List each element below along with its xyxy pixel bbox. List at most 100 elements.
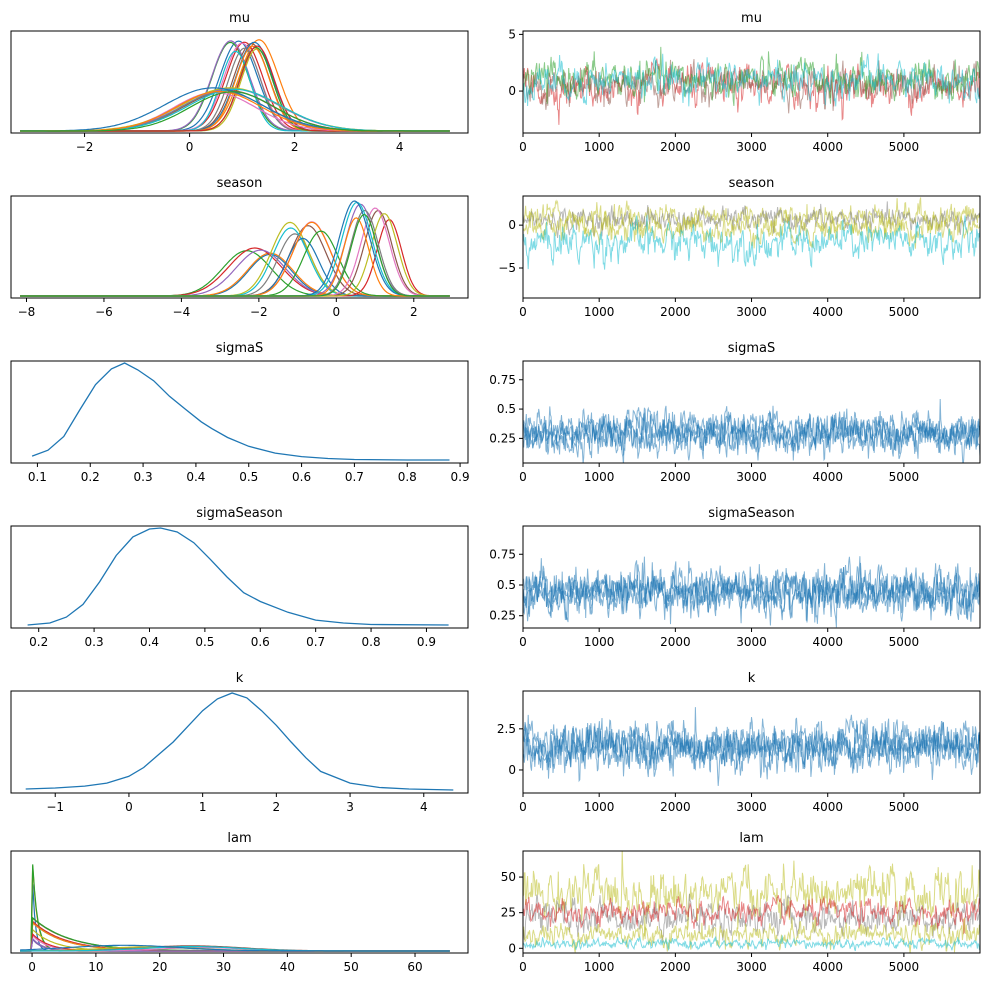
sigmaseason-density-xtick-label: 0.5: [195, 635, 214, 649]
mu-trace-xtick-label: 5000: [889, 140, 920, 154]
mu-trace-xtick-label: 4000: [812, 140, 843, 154]
mu-trace-xtick-label: 0: [519, 140, 527, 154]
sigmas-density-plot-area: [31, 362, 450, 461]
lam-density-chain-curve: [20, 884, 450, 952]
season-density-chain-curve: [20, 227, 450, 297]
mu-density-chain-curve: [20, 41, 450, 132]
sigmaseason-trace-xtick-label: 5000: [889, 635, 920, 649]
mu-trace-title: mu: [741, 11, 762, 26]
season-density-axes-frame: [10, 195, 469, 299]
k-trace-chain-trace: [523, 718, 980, 783]
k-trace-ytick-label: 0: [508, 763, 516, 777]
mu-trace-chain-trace: [523, 53, 980, 107]
lam-density-axes-frame: [10, 850, 469, 954]
lam-density-panel: lam 0 10 20 30 40 50 60: [10, 831, 469, 974]
mu-trace-xtick-label: 3000: [736, 140, 767, 154]
k-density-curve: [25, 692, 454, 791]
mu-density-xtick-label: −2: [76, 140, 94, 154]
sigmas-density-panel: sigmaS 0.1 0.2 0.3 0.4 0.5 0.6 0.7 0.8 0.9: [10, 341, 470, 484]
lam-trace-chain-trace: [523, 893, 980, 943]
sigmas-density-xtick-label: 0.5: [239, 470, 258, 484]
sigmas-density-xtick-label: 0.4: [186, 470, 205, 484]
season-trace-chain-trace: [523, 197, 980, 241]
sigmas-trace-chain-trace: [523, 407, 980, 462]
mu-density-plot-area: [20, 39, 450, 132]
sigmas-trace-xtick-label: 2000: [660, 470, 691, 484]
sigmas-trace-xtick-label: 3000: [736, 470, 767, 484]
sigmas-density-title: sigmaS: [216, 341, 264, 356]
lam-trace-xtick-label: 3000: [736, 960, 767, 974]
mu-trace-plot-area: [523, 46, 980, 125]
k-density-plot-area: [25, 692, 454, 791]
sigmas-density-xtick-label: 0.6: [292, 470, 311, 484]
sigmaseason-trace-plot-area: [523, 556, 980, 628]
lam-trace-xtick-label: 1000: [584, 960, 615, 974]
mu-density-xtick-label: 4: [396, 140, 404, 154]
season-trace-ytick-label: −5: [498, 261, 516, 275]
season-density-xtick-label: 2: [410, 305, 418, 319]
sigmas-density-xtick-label: 0.7: [345, 470, 364, 484]
season-trace-panel: season 0 1000 2000 3000 4000 5000 −5 0: [498, 176, 981, 319]
mu-density-xtick-label: 0: [186, 140, 194, 154]
sigmas-trace-xtick-label: 4000: [812, 470, 843, 484]
mu-density-chain-curve: [20, 41, 450, 132]
sigmas-density-xtick-label: 0.3: [134, 470, 153, 484]
k-trace-plot-area: [523, 707, 980, 786]
k-trace-xtick-label: 4000: [812, 800, 843, 814]
season-density-chain-curve: [20, 230, 450, 297]
sigmaseason-density-panel: sigmaSeason 0.2 0.3 0.4 0.5 0.6 0.7 0.8 0.9: [10, 506, 469, 649]
mu-density-chain-curve: [20, 40, 450, 132]
sigmaseason-density-xtick-label: 0.2: [29, 635, 48, 649]
lam-density-xtick-label: 40: [280, 960, 295, 974]
season-density-panel: season −8 −6 −4 −2 0 2: [10, 176, 469, 319]
lam-density-chain-curve: [20, 866, 450, 952]
k-density-axes-frame: [10, 690, 469, 794]
sigmas-trace-title: sigmaS: [728, 341, 776, 356]
lam-density-plot-area: [20, 864, 450, 952]
k-density-xtick-label: 3: [346, 800, 354, 814]
lam-trace-panel: lam 0 1000 2000 3000 4000 5000 0 25 50: [501, 831, 981, 974]
k-trace-xtick-label: 3000: [736, 800, 767, 814]
k-trace-ytick-label: 2.5: [497, 722, 516, 736]
lam-trace-xtick-label: 5000: [889, 960, 920, 974]
season-trace-title: season: [729, 176, 775, 191]
sigmaseason-density-xtick-label: 0.7: [306, 635, 325, 649]
lam-trace-chain-trace: [523, 895, 980, 935]
mu-trace-xtick-label: 2000: [660, 140, 691, 154]
k-density-xtick-label: 0: [125, 800, 133, 814]
mu-density-chain-curve: [20, 41, 450, 132]
sigmas-density-xtick-label: 0.8: [398, 470, 417, 484]
season-trace-xtick-label: 3000: [736, 305, 767, 319]
sigmas-trace-xtick-label: 5000: [889, 470, 920, 484]
sigmas-trace-xtick-label: 1000: [584, 470, 615, 484]
mu-density-chain-curve: [20, 42, 450, 132]
sigmas-trace-ytick-label: 0.75: [489, 373, 516, 387]
k-density-xtick-label: −1: [46, 800, 64, 814]
lam-trace-xtick-label: 2000: [660, 960, 691, 974]
sigmaseason-density-xtick-label: 0.6: [251, 635, 270, 649]
sigmaseason-density-xtick-label: 0.9: [417, 635, 436, 649]
k-trace-xtick-label: 0: [519, 800, 527, 814]
lam-density-xtick-label: 0: [28, 960, 36, 974]
season-density-title: season: [217, 176, 263, 191]
season-trace-xtick-label: 5000: [889, 305, 920, 319]
season-density-xtick-label: −6: [95, 305, 113, 319]
k-density-xtick-label: 2: [273, 800, 281, 814]
k-density-title: k: [236, 671, 244, 686]
season-density-xtick-label: −4: [173, 305, 191, 319]
k-trace-xtick-label: 1000: [584, 800, 615, 814]
season-density-xtick-label: −2: [250, 305, 268, 319]
sigmas-density-axes-frame: [10, 360, 469, 464]
season-trace-chain-trace: [523, 215, 980, 270]
mu-density-axes-frame: [10, 30, 469, 134]
sigmas-density-xtick-label: 0.9: [451, 470, 470, 484]
lam-trace-plot-area: [523, 851, 980, 953]
season-density-xtick-label: 0: [333, 305, 341, 319]
sigmaseason-trace-ytick-label: 0.5: [497, 578, 516, 592]
sigmas-density-xtick-label: 0.1: [28, 470, 47, 484]
k-trace-title: k: [748, 671, 756, 686]
sigmaseason-trace-ytick-label: 0.75: [489, 547, 516, 561]
lam-trace-xtick-label: 0: [519, 960, 527, 974]
mu-density-chain-curve: [20, 91, 450, 132]
k-trace-xtick-label: 5000: [889, 800, 920, 814]
